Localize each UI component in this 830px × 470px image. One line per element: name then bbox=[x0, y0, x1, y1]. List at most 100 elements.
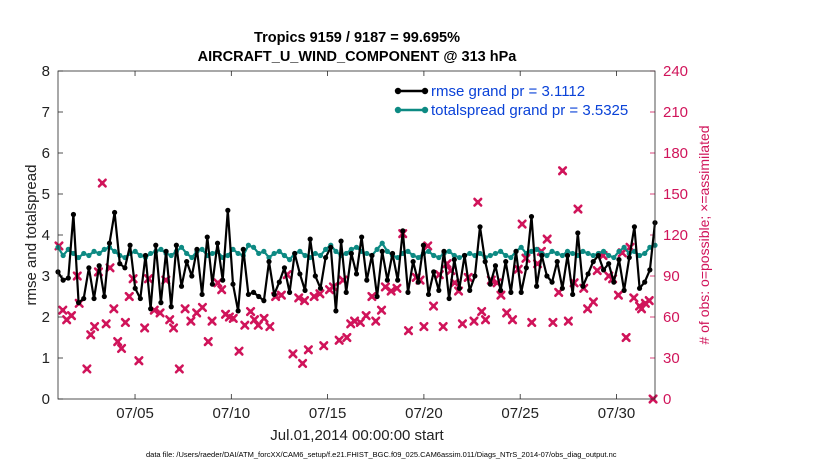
obs-count-dot bbox=[591, 299, 596, 305]
rmse-point bbox=[122, 265, 128, 271]
obs-count-dot bbox=[290, 351, 296, 357]
rmse-point bbox=[359, 234, 365, 240]
totalspread-point bbox=[379, 240, 385, 246]
obs-count-dot bbox=[248, 309, 253, 314]
obs-count-dot bbox=[200, 305, 205, 310]
totalspread-point bbox=[209, 250, 215, 257]
totalspread-point bbox=[544, 252, 550, 259]
obs-count-dot bbox=[369, 294, 375, 299]
rmse-point bbox=[374, 293, 380, 300]
rmse-point bbox=[461, 252, 468, 259]
rmse-point bbox=[405, 289, 411, 295]
obs-count-dot bbox=[631, 295, 637, 301]
rmse-point bbox=[395, 277, 401, 283]
rmse-point bbox=[384, 277, 390, 283]
rmse-point bbox=[220, 277, 226, 283]
totalspread-point bbox=[276, 248, 282, 254]
rmse-point bbox=[389, 250, 396, 257]
totalspread-point bbox=[132, 248, 138, 254]
obs-count-dot bbox=[115, 339, 120, 344]
rmse-point bbox=[498, 287, 504, 293]
rmse-point bbox=[230, 281, 236, 287]
y-right-tick-label: 150 bbox=[663, 186, 688, 203]
obs-count-dot bbox=[510, 317, 515, 322]
obs-count-dot bbox=[600, 253, 606, 258]
rmse-point bbox=[431, 269, 437, 275]
obs-count-dot bbox=[296, 295, 301, 301]
totalspread-point bbox=[225, 252, 231, 259]
rmse-point bbox=[106, 240, 113, 246]
obs-count-dot bbox=[119, 346, 124, 351]
obs-count-dot bbox=[163, 277, 169, 283]
obs-count-dot bbox=[256, 323, 261, 328]
totalspread-point bbox=[534, 246, 540, 252]
y-axis-left-label: rmse and totalspread bbox=[23, 165, 40, 306]
obs-count-dot bbox=[373, 318, 378, 324]
rmse-point bbox=[245, 291, 252, 298]
rmse-point bbox=[456, 285, 463, 291]
rmse-point bbox=[585, 271, 591, 277]
totalspread-point bbox=[81, 250, 87, 257]
obs-count-dot bbox=[344, 335, 350, 340]
rmse-point bbox=[539, 252, 545, 259]
obs-count-dot bbox=[647, 298, 652, 303]
rmse-point bbox=[312, 273, 318, 279]
obs-count-dot bbox=[388, 288, 394, 294]
obs-count-dot bbox=[535, 261, 540, 266]
obs-count-dot bbox=[84, 366, 90, 372]
rmse-point bbox=[492, 263, 499, 269]
totalspread-point bbox=[492, 250, 499, 257]
y-left-tick-label: 5 bbox=[42, 186, 50, 203]
rmse-point bbox=[436, 287, 442, 293]
totalspread-point bbox=[585, 250, 591, 257]
totalspread-point bbox=[333, 248, 339, 254]
y-right-tick-label: 90 bbox=[663, 268, 680, 285]
rmse-point bbox=[101, 293, 107, 300]
obs-count-dot bbox=[479, 309, 484, 314]
totalspread-point bbox=[235, 250, 241, 257]
obs-count-dot bbox=[352, 318, 357, 324]
rmse-point bbox=[544, 273, 550, 279]
rmse-point bbox=[549, 279, 555, 285]
rmse-point bbox=[256, 293, 262, 300]
rmse-point bbox=[621, 287, 627, 293]
obs-count-dot bbox=[406, 328, 411, 333]
chart-subtitle: AIRCRAFT_U_WIND_COMPONENT @ 313 hPa bbox=[198, 49, 518, 65]
rmse-point bbox=[204, 234, 210, 240]
rmse-point bbox=[606, 261, 612, 267]
rmse-point bbox=[292, 250, 298, 257]
rmse-point bbox=[302, 287, 308, 293]
rmse-point bbox=[503, 259, 509, 265]
rmse-point bbox=[364, 277, 370, 283]
legend: rmse grand pr = 3.1112 totalspread grand… bbox=[394, 83, 628, 119]
y-axis-right-label: # of obs: o=possible; ×=assimilated bbox=[696, 125, 712, 344]
rmse-point bbox=[281, 265, 288, 271]
rmse-point bbox=[127, 242, 133, 248]
totalspread-point bbox=[348, 246, 354, 252]
obs-count-dot bbox=[544, 236, 550, 242]
obs-count-dot bbox=[616, 292, 621, 298]
rmse-point bbox=[425, 291, 432, 298]
totalspread-point bbox=[353, 244, 360, 250]
totalspread-point bbox=[266, 254, 272, 261]
rmse-point bbox=[276, 279, 282, 285]
rmse-point bbox=[148, 306, 154, 312]
obs-count-dot bbox=[425, 243, 430, 249]
y-left-tick-label: 3 bbox=[42, 268, 50, 285]
obs-count-dot bbox=[623, 335, 629, 340]
rmse-point bbox=[137, 295, 143, 302]
rmse-point bbox=[446, 295, 452, 302]
rmse-point bbox=[523, 265, 529, 271]
obs-count-dot bbox=[440, 324, 446, 329]
totalspread-point bbox=[281, 252, 288, 259]
rmse-point bbox=[117, 261, 123, 267]
rmse-point bbox=[142, 252, 149, 259]
obs-count-dot bbox=[92, 324, 97, 329]
totalspread-point bbox=[508, 254, 514, 261]
rmse-point bbox=[580, 283, 586, 289]
obs-count-dot bbox=[306, 347, 311, 352]
rmse-point bbox=[194, 246, 200, 252]
totalspread-point bbox=[415, 254, 421, 261]
rmse-point bbox=[570, 291, 576, 298]
rmse-point bbox=[163, 248, 169, 254]
